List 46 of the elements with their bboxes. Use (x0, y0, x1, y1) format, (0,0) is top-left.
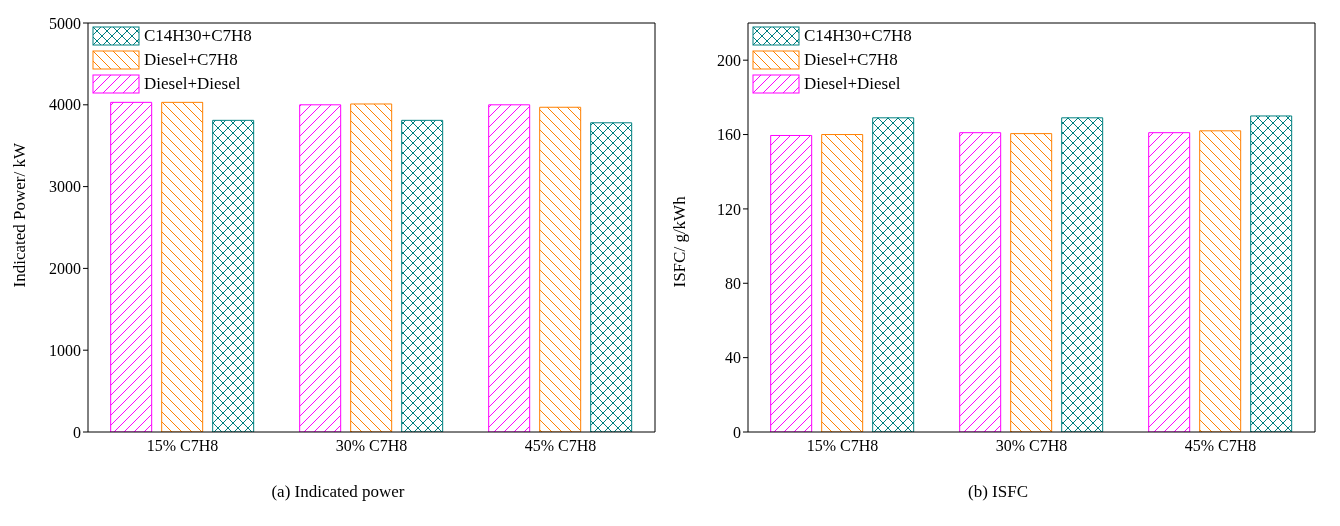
bar (1199, 130, 1242, 432)
y-axis-title: ISFC/ g/kWh (670, 195, 690, 288)
y-tick-label: 160 (717, 126, 741, 144)
y-tick-label: 1000 (49, 341, 81, 359)
y-tick-label: 120 (717, 200, 741, 218)
x-tick-label: 15% C7H8 (806, 437, 879, 455)
bar (161, 101, 204, 432)
bar (959, 132, 1002, 432)
y-tick-label: 3000 (49, 178, 81, 196)
y-tick-label: 40 (725, 349, 741, 367)
bar (590, 122, 633, 432)
bar (212, 119, 255, 432)
y-tick-label: 0 (733, 423, 741, 441)
legend-label: C14H30+C7H8 (144, 26, 252, 46)
bar (299, 104, 342, 432)
y-tick-label: 5000 (49, 14, 81, 32)
text: (a) Indicated power (270, 482, 406, 502)
y-tick-label: 4000 (49, 96, 81, 114)
bar (1250, 115, 1293, 432)
bar (821, 134, 864, 432)
bar (872, 117, 915, 432)
bar (539, 106, 582, 432)
legend-label: C14H30+C7H8 (804, 26, 912, 46)
legend-label: Diesel+Diesel (144, 74, 241, 94)
legend-label: Diesel+C7H8 (144, 50, 238, 70)
y-axis-title: Indicated Power/ kW (10, 142, 30, 288)
bar (350, 103, 393, 432)
y-tick-label: 0 (73, 423, 81, 441)
y-tick-label: 80 (725, 274, 741, 292)
y-tick-label: 2000 (49, 260, 81, 278)
bar (1010, 133, 1053, 432)
legend-label: Diesel+C7H8 (804, 50, 898, 70)
bar (110, 101, 153, 432)
legend-label: Diesel+Diesel (804, 74, 901, 94)
x-tick-label: 15% C7H8 (146, 437, 219, 455)
bar (1148, 132, 1191, 432)
y-tick-label: 200 (717, 51, 741, 69)
x-tick-label: 30% C7H8 (995, 437, 1068, 455)
x-tick-label: 30% C7H8 (335, 437, 408, 455)
text: (b) ISFC (967, 482, 1029, 502)
bar (770, 134, 813, 432)
bar (1061, 117, 1104, 432)
bar (488, 104, 531, 432)
x-tick-label: 45% C7H8 (524, 437, 597, 455)
x-tick-label: 45% C7H8 (1184, 437, 1257, 455)
bar (401, 119, 444, 432)
